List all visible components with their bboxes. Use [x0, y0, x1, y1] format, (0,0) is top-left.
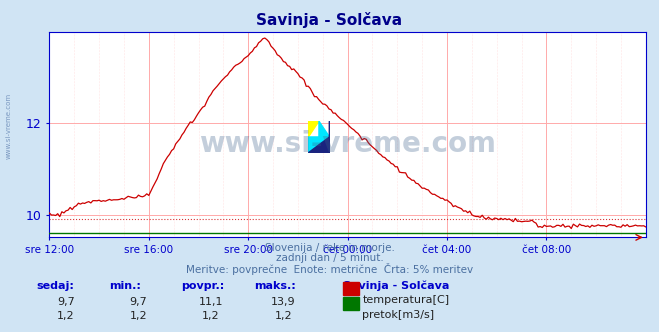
Text: temperatura[C]: temperatura[C]	[362, 295, 449, 305]
Text: 13,9: 13,9	[271, 297, 296, 307]
Text: 1,2: 1,2	[202, 311, 219, 321]
Text: zadnji dan / 5 minut.: zadnji dan / 5 minut.	[275, 253, 384, 263]
Text: min.:: min.:	[109, 281, 140, 290]
Text: povpr.:: povpr.:	[181, 281, 225, 290]
Text: 1,2: 1,2	[275, 311, 292, 321]
Text: 9,7: 9,7	[130, 297, 147, 307]
Text: 9,7: 9,7	[57, 297, 74, 307]
Text: sedaj:: sedaj:	[36, 281, 74, 290]
Polygon shape	[308, 121, 330, 153]
Text: Savinja - Solčava: Savinja - Solčava	[256, 12, 403, 28]
Text: maks.:: maks.:	[254, 281, 295, 290]
Text: pretok[m3/s]: pretok[m3/s]	[362, 310, 434, 320]
Text: Slovenija / reke in morje.: Slovenija / reke in morje.	[264, 243, 395, 253]
Text: Meritve: povprečne  Enote: metrične  Črta: 5% meritev: Meritve: povprečne Enote: metrične Črta:…	[186, 263, 473, 275]
Text: 1,2: 1,2	[57, 311, 74, 321]
Polygon shape	[308, 121, 319, 137]
Text: www.si-vreme.com: www.si-vreme.com	[5, 93, 11, 159]
Text: 1,2: 1,2	[130, 311, 147, 321]
Text: 11,1: 11,1	[198, 297, 223, 307]
Text: www.si-vreme.com: www.si-vreme.com	[199, 130, 496, 158]
Text: Savinja - Solčava: Savinja - Solčava	[343, 281, 449, 291]
Polygon shape	[308, 121, 330, 153]
